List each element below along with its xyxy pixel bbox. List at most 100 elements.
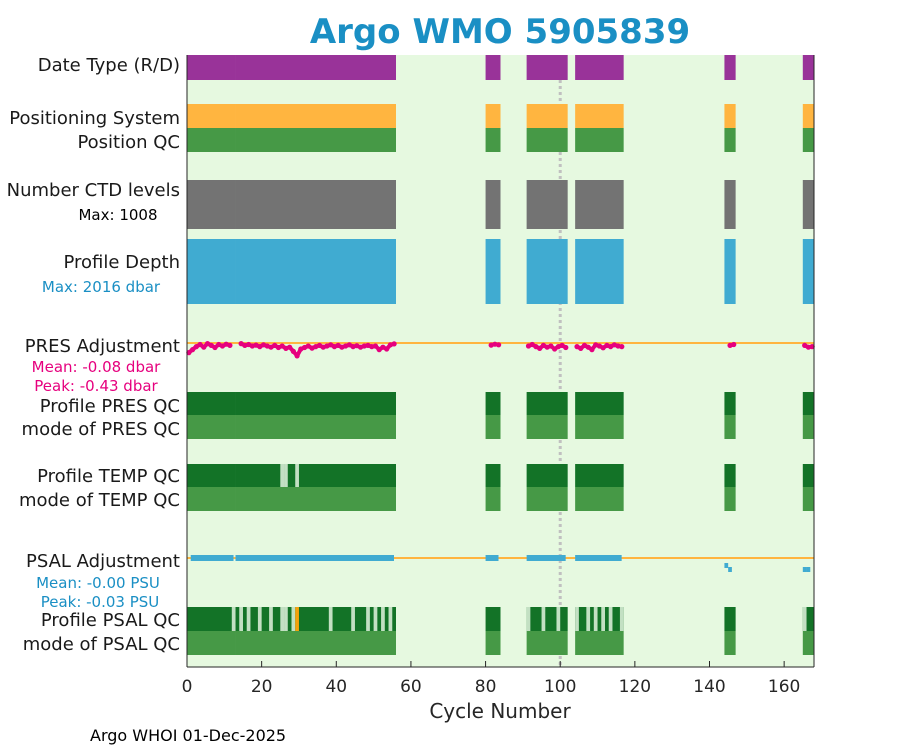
mode-psal-qc-segment (802, 631, 814, 655)
profile-pres-qc-segment (485, 392, 501, 415)
profile-temp-qc-bars (187, 464, 814, 487)
position-qc-segment (526, 128, 568, 152)
x-tick-label: 160 (768, 677, 800, 697)
bars-group (187, 55, 814, 655)
profile-pres-qc-segment (724, 392, 736, 415)
pres-adjustment-point (212, 344, 218, 351)
x-tick-label: 20 (251, 677, 273, 697)
profile-temp-qc-cycle-flag (295, 464, 299, 487)
mode-temp-qc-segment (575, 487, 624, 511)
psal-adjustment-point (724, 563, 729, 568)
profile-depth-segment (235, 239, 396, 304)
profile-psal-qc-segment (575, 607, 624, 631)
profile-psal-qc-cycle-flag (295, 607, 299, 631)
profile-depth-segment (187, 239, 236, 304)
profile-temp-qc-segment (526, 464, 568, 487)
ctd-levels-segment (526, 180, 568, 229)
mode-psal-qc-segment (575, 631, 624, 655)
profile-psal-qc-cycle-flag (608, 607, 613, 631)
profile-psal-qc-cycle-flag (291, 607, 296, 631)
profile-pres-qc-label: Profile PRES QC (40, 396, 180, 417)
positioning-system-label: Positioning System (9, 108, 180, 129)
positioning-system-segment (485, 104, 501, 128)
ctd-levels-segment (724, 180, 736, 229)
profile-depth-segment (724, 239, 736, 304)
profile-temp-qc-segment (575, 464, 624, 487)
pres-adjustment-point (186, 350, 192, 356)
psal-adjustment-sub2-label: Peak: -0.03 PSU (41, 593, 160, 611)
psal-adjustment-segment (485, 555, 499, 561)
profile-pres-qc-segment (526, 392, 568, 415)
profile-psal-qc-cycle-flag (541, 607, 546, 631)
psal-adjustment-sub-label: Mean: -0.00 PSU (36, 574, 160, 592)
psal-adjustment-segment (526, 555, 566, 561)
pres-adjustment-point (619, 344, 625, 350)
positioning-system-segment (187, 104, 236, 128)
ctd-levels-segment (802, 180, 814, 229)
ctd-levels-label: Number CTD levels (7, 180, 180, 201)
profile-psal-qc-cycle-flag (328, 607, 333, 631)
profile-depth-segment (526, 239, 568, 304)
date-type-segment (485, 55, 501, 80)
psal-adjustment-label: PSAL Adjustment (26, 551, 180, 572)
chart-title: Argo WMO 5905839 (310, 12, 690, 52)
profile-pres-qc-segment (187, 392, 236, 415)
x-tick-label: 0 (182, 677, 193, 697)
profile-pres-qc-segment (575, 392, 624, 415)
mode-pres-qc-segment (235, 415, 396, 439)
mode-pres-qc-bars (187, 415, 814, 439)
positioning-system-segment (802, 104, 814, 128)
pres-adjustment-point (600, 345, 606, 351)
date-type-label: Date Type (R/D) (38, 55, 180, 76)
date-type-segment (575, 55, 624, 80)
profile-psal-qc-cycle-flag (239, 607, 243, 631)
profile-depth-sub-label: Max: 2016 dbar (42, 278, 161, 296)
profile-psal-qc-segment (802, 607, 814, 631)
profile-temp-qc-cycle-flag (280, 464, 285, 487)
profile-psal-qc-bars (187, 607, 814, 631)
position-qc-segment (724, 128, 736, 152)
profile-pres-qc-bars (187, 392, 814, 415)
mode-temp-qc-segment (526, 487, 568, 511)
profile-psal-qc-cycle-flag (802, 607, 807, 631)
mode-psal-qc-label: mode of PSAL QC (23, 634, 180, 655)
profile-psal-qc-cycle-flag (556, 607, 561, 631)
x-tick-label: 60 (400, 677, 422, 697)
pres-adjustment-series (186, 341, 815, 359)
position-qc-segment (802, 128, 814, 152)
profile-psal-qc-cycle-flag (373, 607, 378, 631)
psal-adjustment-series (187, 555, 814, 572)
psal-adjustment-segment (190, 555, 234, 561)
mode-temp-qc-segment (485, 487, 501, 511)
mode-pres-qc-segment (485, 415, 501, 439)
position-qc-label: Position QC (77, 132, 180, 153)
date-type-segment (526, 55, 568, 80)
mode-pres-qc-segment (526, 415, 568, 439)
profile-pres-qc-segment (235, 392, 396, 415)
psal-adjustment-segment (575, 555, 622, 561)
position-qc-segment (485, 128, 501, 152)
positioning-system-bars (187, 104, 814, 128)
mode-temp-qc-segment (235, 487, 396, 511)
pres-adjustment-sub2-label: Peak: -0.43 dbar (34, 377, 158, 395)
ctd-levels-segment (485, 180, 501, 229)
profile-psal-qc-segment (485, 607, 501, 631)
pres-adjustment-point (201, 344, 207, 350)
pres-adjustment-point (294, 353, 300, 359)
profile-temp-qc-cycle-flag (284, 464, 288, 487)
profile-temp-qc-segment (485, 464, 501, 487)
mode-pres-qc-segment (724, 415, 736, 439)
profile-psal-qc-cycle-flag (381, 607, 385, 631)
psal-adjustment-point (728, 567, 732, 572)
pres-adjustment-point (496, 342, 502, 348)
date-type-segment (724, 55, 736, 80)
pres-adjustment-point (287, 344, 293, 350)
psal-adjustment-point (802, 567, 807, 572)
profile-depth-segment (802, 239, 814, 304)
position-qc-segment (575, 128, 624, 152)
ctd-levels-sub-label: Max: 1008 (78, 206, 157, 224)
ctd-levels-segment (187, 180, 236, 229)
pres-adjustment-label: PRES Adjustment (25, 336, 180, 357)
pres-adjustment-point (227, 342, 233, 348)
psal-adjustment-point (806, 567, 811, 572)
